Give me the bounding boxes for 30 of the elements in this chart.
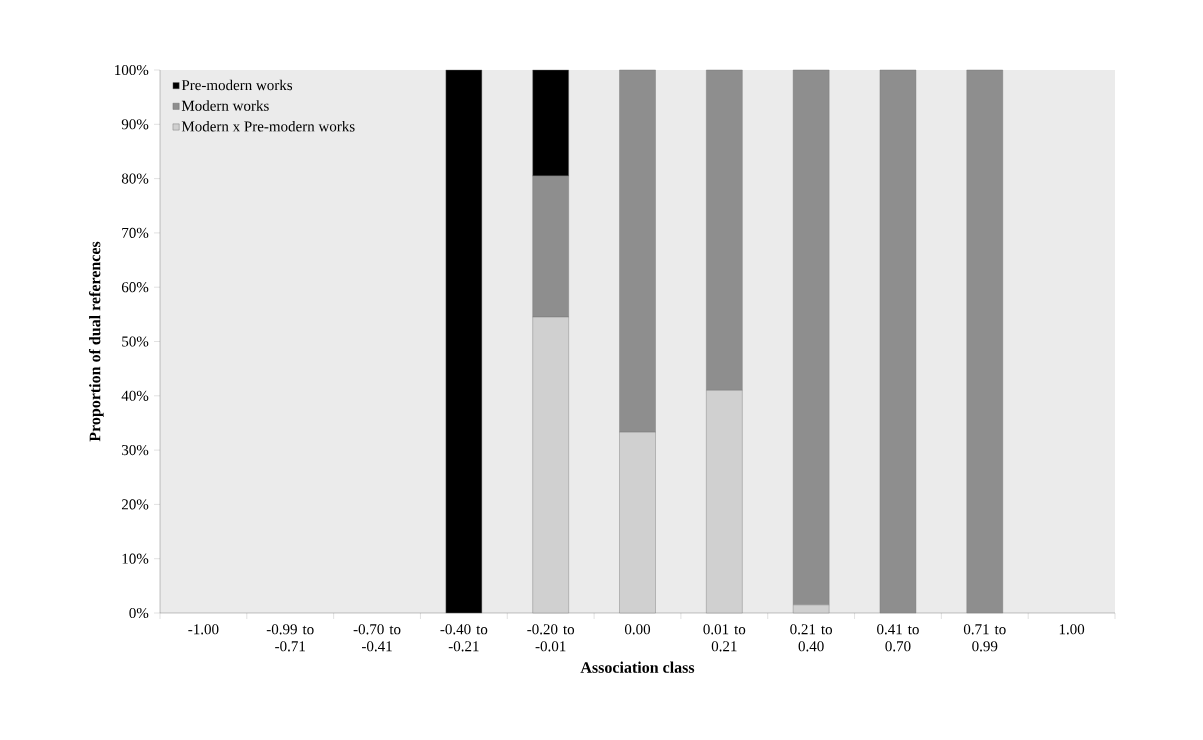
x-tick-label: -0.99 to -0.71 xyxy=(266,624,314,652)
y-tick-label: 30% xyxy=(122,445,149,456)
bar xyxy=(966,69,1003,614)
y-tick-label: 70% xyxy=(122,227,149,238)
y-tick-label: 100% xyxy=(115,64,149,76)
x-tick-label: -0.70 to -0.41 xyxy=(353,624,401,652)
x-tick-label: 0.01 to 0.21 xyxy=(703,624,746,652)
bar xyxy=(445,69,483,614)
legend-label: Pre-modern works xyxy=(181,79,293,91)
y-tick-label: 80% xyxy=(121,173,149,184)
x-tick-label: -0.20 to -0.01 xyxy=(527,624,575,652)
x-tick-label: 0.71 to 0.99 xyxy=(963,624,1006,652)
bar xyxy=(879,69,917,614)
x-tick-label: 1.00 xyxy=(1059,624,1085,635)
y-axis-title: Proportion of dual references xyxy=(88,241,104,442)
x-tick-label: 0.41 to 0.70 xyxy=(877,624,919,652)
y-tick-label: 40% xyxy=(121,390,149,401)
y-tick-label: 10% xyxy=(122,553,149,564)
x-tick-label: 0.21 to 0.40 xyxy=(790,624,833,652)
y-tick-label: 50% xyxy=(122,336,149,347)
x-tick-label: -0.40 to -0.21 xyxy=(440,624,488,652)
legend-label: Modern works xyxy=(181,100,269,111)
y-tick-label: 60% xyxy=(121,282,149,293)
legend-label: Modern x Pre-modern works xyxy=(181,120,355,132)
x-tick-label: 0.00 xyxy=(624,624,651,635)
y-tick-label: 90% xyxy=(121,119,149,130)
x-tick-label: -1.00 xyxy=(188,624,219,635)
x-axis-title: Association class xyxy=(580,661,695,673)
y-tick-label: 20% xyxy=(121,499,149,510)
y-tick-label: 0% xyxy=(129,607,149,619)
